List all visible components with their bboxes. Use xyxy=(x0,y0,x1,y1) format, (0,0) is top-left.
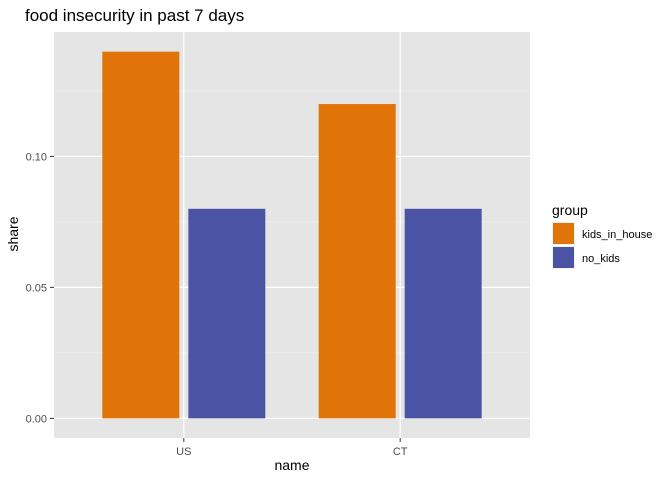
x-axis: US CT xyxy=(176,438,408,458)
bars-layer xyxy=(102,51,482,419)
y-tick-label: 0.05 xyxy=(26,282,47,294)
legend: group kids_in_house no_kids xyxy=(552,202,652,269)
y-tick-label: 0.10 xyxy=(26,151,47,163)
legend-swatch-kids_in_house xyxy=(553,223,574,244)
bar-kids_in_house-US xyxy=(102,51,180,419)
legend-title: group xyxy=(552,202,588,218)
x-tick-label: CT xyxy=(393,446,408,458)
bar-kids_in_house-CT xyxy=(318,104,396,419)
legend-label-kids_in_house: kids_in_house xyxy=(582,229,652,241)
x-axis-title: name xyxy=(274,457,309,473)
bar-no_kids-US xyxy=(188,208,266,419)
chart-title: food insecurity in past 7 days xyxy=(25,6,244,25)
y-axis-title: share xyxy=(5,216,21,251)
legend-swatch-no_kids xyxy=(553,247,574,268)
y-axis: 0.00 0.05 0.10 xyxy=(26,151,54,425)
x-tick-label: US xyxy=(176,446,191,458)
bar-no_kids-CT xyxy=(404,208,482,419)
legend-label-no_kids: no_kids xyxy=(582,253,620,265)
y-tick-label: 0.00 xyxy=(26,413,47,425)
